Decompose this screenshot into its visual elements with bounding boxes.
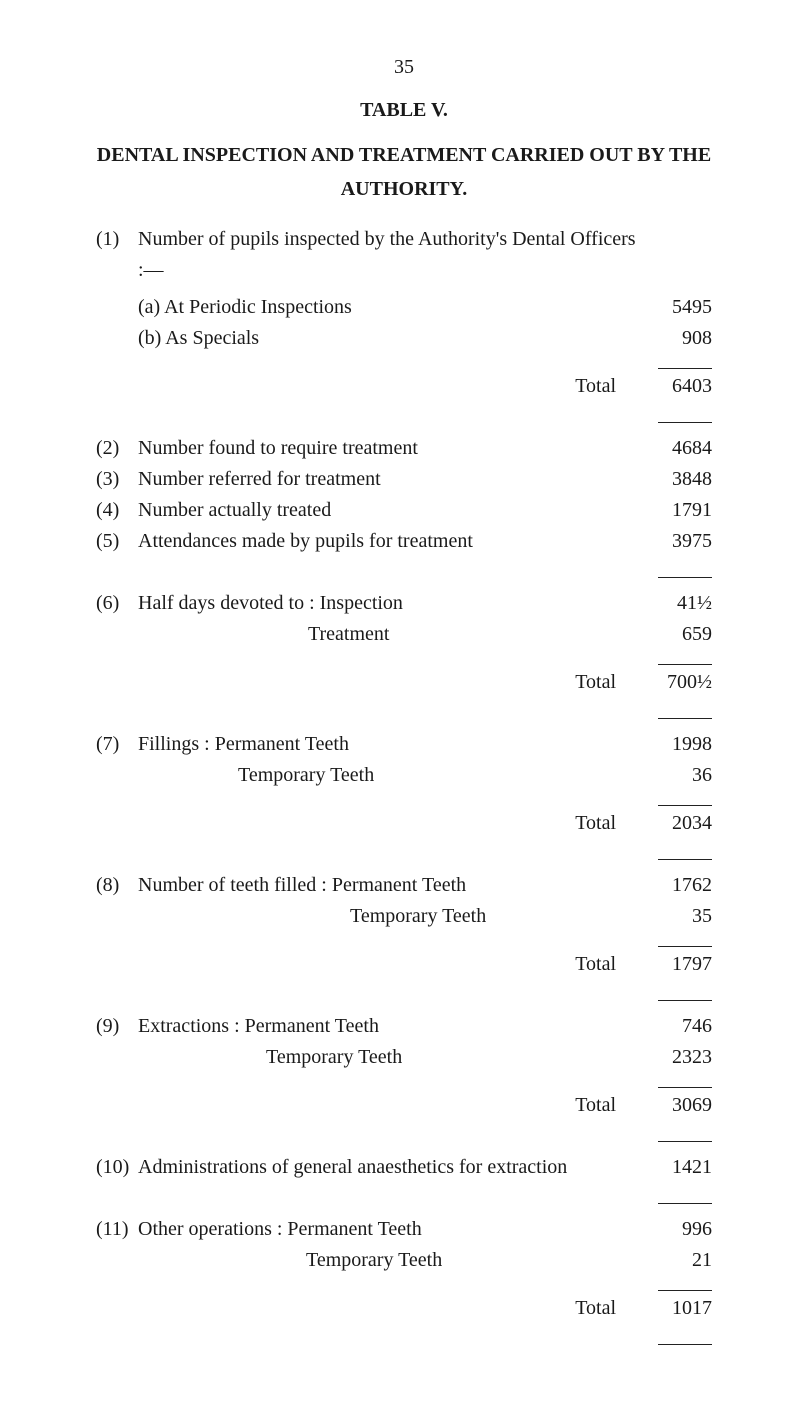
item-10-text: Administrations of general anaesthetics … xyxy=(138,1152,644,1183)
item-3-value: 3848 xyxy=(644,464,712,495)
item-6-total-value: 700½ xyxy=(658,664,712,698)
item-1a-value: 5495 xyxy=(644,292,712,323)
item-6-line2-label: Treatment xyxy=(138,619,644,650)
rule xyxy=(658,712,712,719)
item-11-total-value: 1017 xyxy=(658,1290,712,1324)
item-5: (5) Attendances made by pupils for treat… xyxy=(96,526,712,557)
item-9-line1: (9) Extractions : Permanent Teeth 746 xyxy=(96,1011,712,1042)
item-6-line2-value: 659 xyxy=(644,619,712,650)
item-8-total: Total 1797 xyxy=(96,946,712,980)
item-10-value: 1421 xyxy=(644,1152,712,1183)
rule xyxy=(658,416,712,423)
item-2-text: Number found to require treatment xyxy=(138,433,644,464)
item-3-text: Number referred for treatment xyxy=(138,464,644,495)
item-7-line1-value: 1998 xyxy=(644,729,712,760)
item-7-number: (7) xyxy=(96,729,138,760)
item-7-line1: (7) Fillings : Permanent Teeth 1998 xyxy=(96,729,712,760)
item-8-number: (8) xyxy=(96,870,138,901)
item-1-text: Number of pupils inspected by the Author… xyxy=(138,224,644,286)
item-11-line1: (11) Other operations : Permanent Teeth … xyxy=(96,1214,712,1245)
item-7-total-label: Total xyxy=(138,808,644,839)
item-11-line2: Temporary Teeth 21 xyxy=(96,1245,712,1276)
item-9-line2: Temporary Teeth 2323 xyxy=(96,1042,712,1073)
item-8-line1: (8) Number of teeth filled : Permanent T… xyxy=(96,870,712,901)
title-line-2: AUTHORITY. xyxy=(96,172,712,206)
item-7-total-value: 2034 xyxy=(658,805,712,839)
item-9-line1-value: 746 xyxy=(644,1011,712,1042)
title-line-1: DENTAL INSPECTION AND TREATMENT CARRIED … xyxy=(96,138,712,172)
page: 35 TABLE V. DENTAL INSPECTION AND TREATM… xyxy=(0,0,800,1415)
item-8-line1-label: Number of teeth filled : Permanent Teeth xyxy=(138,870,644,901)
item-11-line1-value: 996 xyxy=(644,1214,712,1245)
item-8-line1-value: 1762 xyxy=(644,870,712,901)
item-1-number: (1) xyxy=(96,224,138,255)
rule xyxy=(658,571,712,578)
item-1b-label: (b) As Specials xyxy=(138,323,644,354)
table-label: TABLE V. xyxy=(96,99,712,122)
item-4-number: (4) xyxy=(96,495,138,526)
item-9-line2-label: Temporary Teeth xyxy=(138,1042,644,1073)
item-10-number: (10) xyxy=(96,1152,138,1183)
item-6-line1: (6) Half days devoted to : Inspection 41… xyxy=(96,588,712,619)
item-11-line1-label: Other operations : Permanent Teeth xyxy=(138,1214,644,1245)
item-6-line1-label: Half days devoted to : Inspection xyxy=(138,588,644,619)
item-6-number: (6) xyxy=(96,588,138,619)
item-2-value: 4684 xyxy=(644,433,712,464)
item-8-line2-label: Temporary Teeth xyxy=(138,901,644,932)
document-title: DENTAL INSPECTION AND TREATMENT CARRIED … xyxy=(96,138,712,206)
page-number: 35 xyxy=(96,56,712,79)
item-1b: (b) As Specials 908 xyxy=(96,323,712,354)
item-11-total-label: Total xyxy=(138,1293,644,1324)
item-7-line2: Temporary Teeth 36 xyxy=(96,760,712,791)
item-2: (2) Number found to require treatment 46… xyxy=(96,433,712,464)
item-9-total-value: 3069 xyxy=(658,1087,712,1121)
item-1-total: Total 6403 xyxy=(96,368,712,402)
item-8-total-value: 1797 xyxy=(658,946,712,980)
item-8-line2: Temporary Teeth 35 xyxy=(96,901,712,932)
item-1-total-label: Total xyxy=(138,371,644,402)
item-9-number: (9) xyxy=(96,1011,138,1042)
rule xyxy=(658,853,712,860)
item-10: (10) Administrations of general anaesthe… xyxy=(96,1152,712,1183)
item-5-number: (5) xyxy=(96,526,138,557)
item-7-line1-label: Fillings : Permanent Teeth xyxy=(138,729,644,760)
item-1: (1) Number of pupils inspected by the Au… xyxy=(96,224,712,286)
rule xyxy=(658,994,712,1001)
item-4-text: Number actually treated xyxy=(138,495,644,526)
item-6-line2: Treatment 659 xyxy=(96,619,712,650)
item-6-total: Total 700½ xyxy=(96,664,712,698)
item-11-line2-label: Temporary Teeth xyxy=(138,1245,644,1276)
rule xyxy=(658,1338,712,1345)
item-3-number: (3) xyxy=(96,464,138,495)
item-9-total: Total 3069 xyxy=(96,1087,712,1121)
item-9-line1-label: Extractions : Permanent Teeth xyxy=(138,1011,644,1042)
item-4-value: 1791 xyxy=(644,495,712,526)
item-6-line1-value: 41½ xyxy=(644,588,712,619)
item-3: (3) Number referred for treatment 3848 xyxy=(96,464,712,495)
item-11-total: Total 1017 xyxy=(96,1290,712,1324)
item-11-number: (11) xyxy=(96,1214,138,1245)
item-5-value: 3975 xyxy=(644,526,712,557)
item-2-number: (2) xyxy=(96,433,138,464)
item-5-text: Attendances made by pupils for treatment xyxy=(138,526,644,557)
item-1a: (a) At Periodic Inspections 5495 xyxy=(96,292,712,323)
item-7-total: Total 2034 xyxy=(96,805,712,839)
item-1a-label: (a) At Periodic Inspections xyxy=(138,292,644,323)
rule xyxy=(658,1197,712,1204)
item-9-line2-value: 2323 xyxy=(644,1042,712,1073)
item-1-total-value: 6403 xyxy=(658,368,712,402)
item-7-line2-value: 36 xyxy=(644,760,712,791)
item-8-total-label: Total xyxy=(138,949,644,980)
item-4: (4) Number actually treated 1791 xyxy=(96,495,712,526)
item-7-line2-label: Temporary Teeth xyxy=(138,760,644,791)
item-9-total-label: Total xyxy=(138,1090,644,1121)
item-8-line2-value: 35 xyxy=(644,901,712,932)
rule xyxy=(658,1135,712,1142)
item-6-total-label: Total xyxy=(138,667,644,698)
item-11-line2-value: 21 xyxy=(644,1245,712,1276)
item-1b-value: 908 xyxy=(644,323,712,354)
